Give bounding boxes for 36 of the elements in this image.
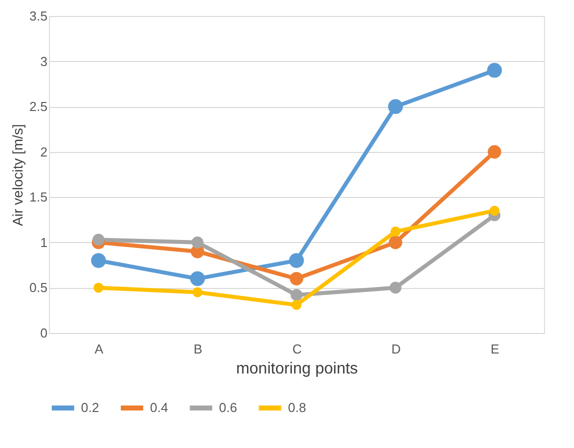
point	[390, 226, 400, 237]
y-tick-label: 2	[40, 144, 48, 160]
point	[289, 253, 304, 268]
x-tick-label: C	[292, 342, 302, 356]
y-tick-label: 3.5	[29, 8, 48, 24]
x-tick-label: A	[94, 342, 104, 356]
point	[192, 236, 204, 248]
legend-label: 0.6	[219, 400, 238, 415]
y-tick-label: 0.5	[29, 280, 48, 296]
x-tick-label: D	[391, 342, 401, 356]
legend-label: 0.4	[150, 400, 168, 415]
point	[92, 234, 104, 246]
x-tick-label: B	[194, 342, 202, 356]
point	[292, 300, 302, 310]
point	[487, 62, 502, 78]
point	[388, 236, 402, 250]
y-axis-title: Air velocity [m/s]	[9, 124, 26, 226]
point	[290, 272, 304, 286]
y-tick-label: 1	[40, 234, 48, 250]
point	[91, 253, 106, 268]
point	[190, 271, 205, 286]
point	[290, 289, 302, 301]
point	[388, 99, 403, 114]
y-tick-label: 2.5	[29, 99, 48, 114]
legend-label: 0.2	[81, 400, 100, 415]
point	[390, 282, 402, 294]
point	[488, 145, 502, 159]
x-axis-title: monitoring points	[236, 360, 358, 378]
y-tick-label: 0	[40, 326, 48, 340]
legend-label: 0.8	[288, 400, 306, 415]
point	[192, 287, 202, 298]
point	[94, 282, 104, 293]
x-tick-label: E	[490, 342, 500, 356]
y-tick-label: 3	[40, 54, 48, 69]
point	[490, 206, 500, 216]
y-tick-label: 1.5	[29, 190, 48, 205]
